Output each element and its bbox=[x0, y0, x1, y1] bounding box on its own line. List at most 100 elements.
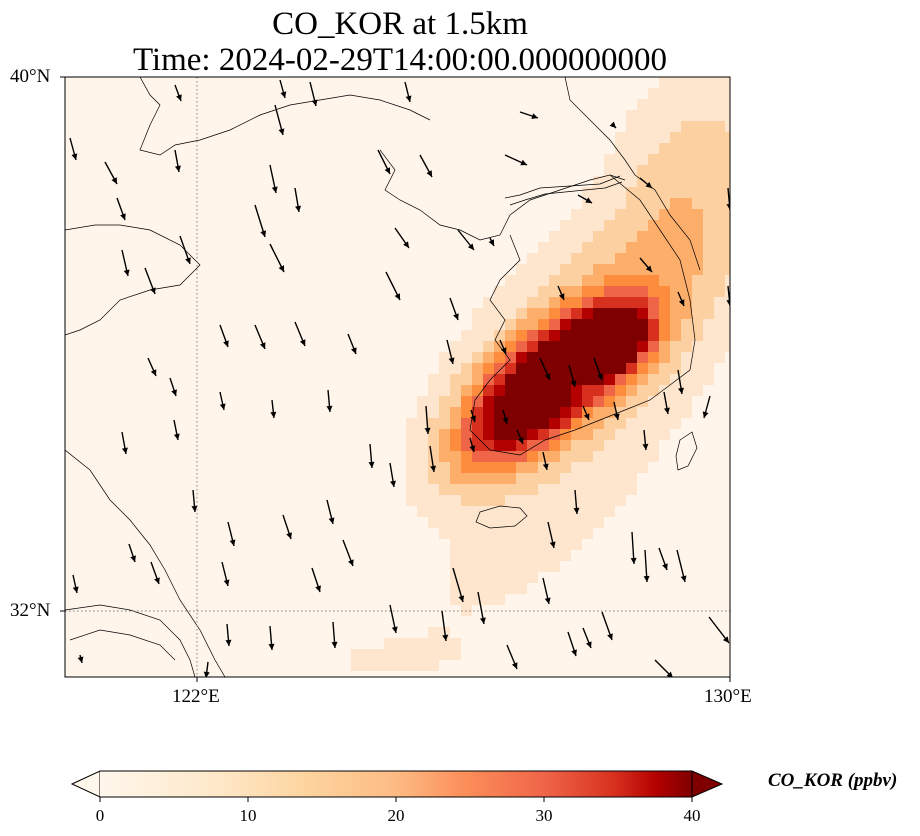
wind-arrow bbox=[663, 391, 670, 415]
plume-cell bbox=[450, 627, 462, 639]
plume-cell bbox=[395, 616, 407, 628]
plume-cell bbox=[714, 187, 726, 199]
plume-cell bbox=[659, 319, 671, 331]
plume-cell bbox=[516, 396, 528, 408]
plume-cell bbox=[186, 638, 198, 650]
plume-cell bbox=[637, 462, 649, 474]
plume-cell bbox=[725, 385, 730, 397]
plume-cell bbox=[692, 242, 704, 254]
plume-cell bbox=[461, 528, 473, 540]
plume-cell bbox=[439, 462, 451, 474]
wind-arrow bbox=[179, 235, 191, 265]
plume-cell bbox=[428, 330, 440, 342]
plume-cell bbox=[461, 550, 473, 562]
plume-cell bbox=[307, 627, 319, 639]
plume-cell bbox=[384, 594, 396, 606]
plume-cell bbox=[604, 495, 616, 507]
plume-cell bbox=[549, 231, 561, 243]
plume-cell bbox=[670, 473, 682, 485]
plume-cell bbox=[131, 649, 143, 661]
plume-cell bbox=[329, 649, 341, 661]
wind-arrow bbox=[389, 604, 398, 634]
plume-cell bbox=[65, 660, 77, 672]
plume-cell bbox=[582, 407, 594, 419]
plume-cell bbox=[637, 176, 649, 188]
plume-cell bbox=[549, 363, 561, 375]
plume-cell bbox=[406, 374, 418, 386]
cb-label-10: 10 bbox=[239, 806, 257, 825]
plume-cell bbox=[538, 506, 550, 518]
plume-cell bbox=[725, 231, 730, 243]
plume-cell bbox=[362, 495, 374, 507]
plume-cell bbox=[516, 583, 528, 595]
plume-cell bbox=[384, 506, 396, 518]
plume-cell bbox=[648, 176, 660, 188]
wind-arrow bbox=[227, 521, 236, 547]
plume-cell bbox=[626, 418, 638, 430]
plume-cell bbox=[725, 242, 730, 254]
plume-cell bbox=[571, 132, 583, 144]
plume-cell bbox=[439, 539, 451, 551]
plume-cell bbox=[494, 506, 506, 518]
colorbar-gradient bbox=[100, 771, 692, 797]
plume-cell bbox=[450, 352, 462, 364]
plume-cell bbox=[197, 649, 209, 661]
plume-cell bbox=[450, 396, 462, 408]
plume-cell bbox=[461, 352, 473, 364]
plume-cell bbox=[725, 374, 730, 386]
plume-cell bbox=[428, 319, 440, 331]
plume-cell bbox=[505, 561, 517, 573]
plume-cell bbox=[318, 671, 330, 677]
plume-cell bbox=[483, 297, 495, 309]
plume-cell bbox=[395, 462, 407, 474]
plume-cell bbox=[560, 385, 572, 397]
plume-cell bbox=[439, 583, 451, 595]
plume-cell bbox=[626, 132, 638, 144]
plume-cell bbox=[527, 649, 539, 661]
plume-cell bbox=[637, 231, 649, 243]
plume-cell bbox=[637, 363, 649, 375]
plume-cell bbox=[637, 440, 649, 452]
plume-cell bbox=[417, 374, 429, 386]
plume-cell bbox=[571, 517, 583, 529]
plume-cell bbox=[406, 484, 418, 496]
plume-cell bbox=[604, 407, 616, 419]
plume-cell bbox=[670, 77, 682, 89]
plume-cell bbox=[362, 473, 374, 485]
plume-cell bbox=[615, 330, 627, 342]
plume-cell bbox=[395, 539, 407, 551]
plume-cell bbox=[505, 242, 517, 254]
plume-cell bbox=[648, 297, 660, 309]
plume-cell bbox=[395, 396, 407, 408]
plume-cell bbox=[472, 638, 484, 650]
plume-cell bbox=[483, 517, 495, 529]
plume-cell bbox=[615, 374, 627, 386]
plume-cell bbox=[560, 165, 572, 177]
plume-cell bbox=[494, 286, 506, 298]
plume-cell bbox=[406, 605, 418, 617]
plume-cell bbox=[505, 264, 517, 276]
plume-cell bbox=[65, 649, 77, 661]
plume-cell bbox=[494, 253, 506, 265]
plume-cell bbox=[362, 660, 374, 672]
plume-cell bbox=[637, 121, 649, 133]
plume-cell bbox=[461, 539, 473, 551]
wind-arrow bbox=[577, 194, 593, 204]
plume-cell bbox=[725, 187, 730, 199]
plume-cell bbox=[252, 649, 264, 661]
plume-cell bbox=[516, 385, 528, 397]
plume-cell bbox=[571, 385, 583, 397]
map-title: CO_KOR at 1.5km bbox=[272, 6, 528, 42]
plume-cell bbox=[439, 594, 451, 606]
plume-cell bbox=[428, 572, 440, 584]
plume-cell bbox=[681, 286, 693, 298]
plume-cell bbox=[648, 88, 660, 100]
plume-cell bbox=[648, 308, 660, 320]
plume-cell bbox=[725, 418, 730, 430]
plume-cell bbox=[516, 374, 528, 386]
plume-cell bbox=[505, 605, 517, 617]
plume-cell bbox=[593, 528, 605, 540]
plume-cell bbox=[439, 616, 451, 628]
wind-arrow bbox=[254, 204, 267, 238]
plume-cell bbox=[362, 671, 374, 677]
